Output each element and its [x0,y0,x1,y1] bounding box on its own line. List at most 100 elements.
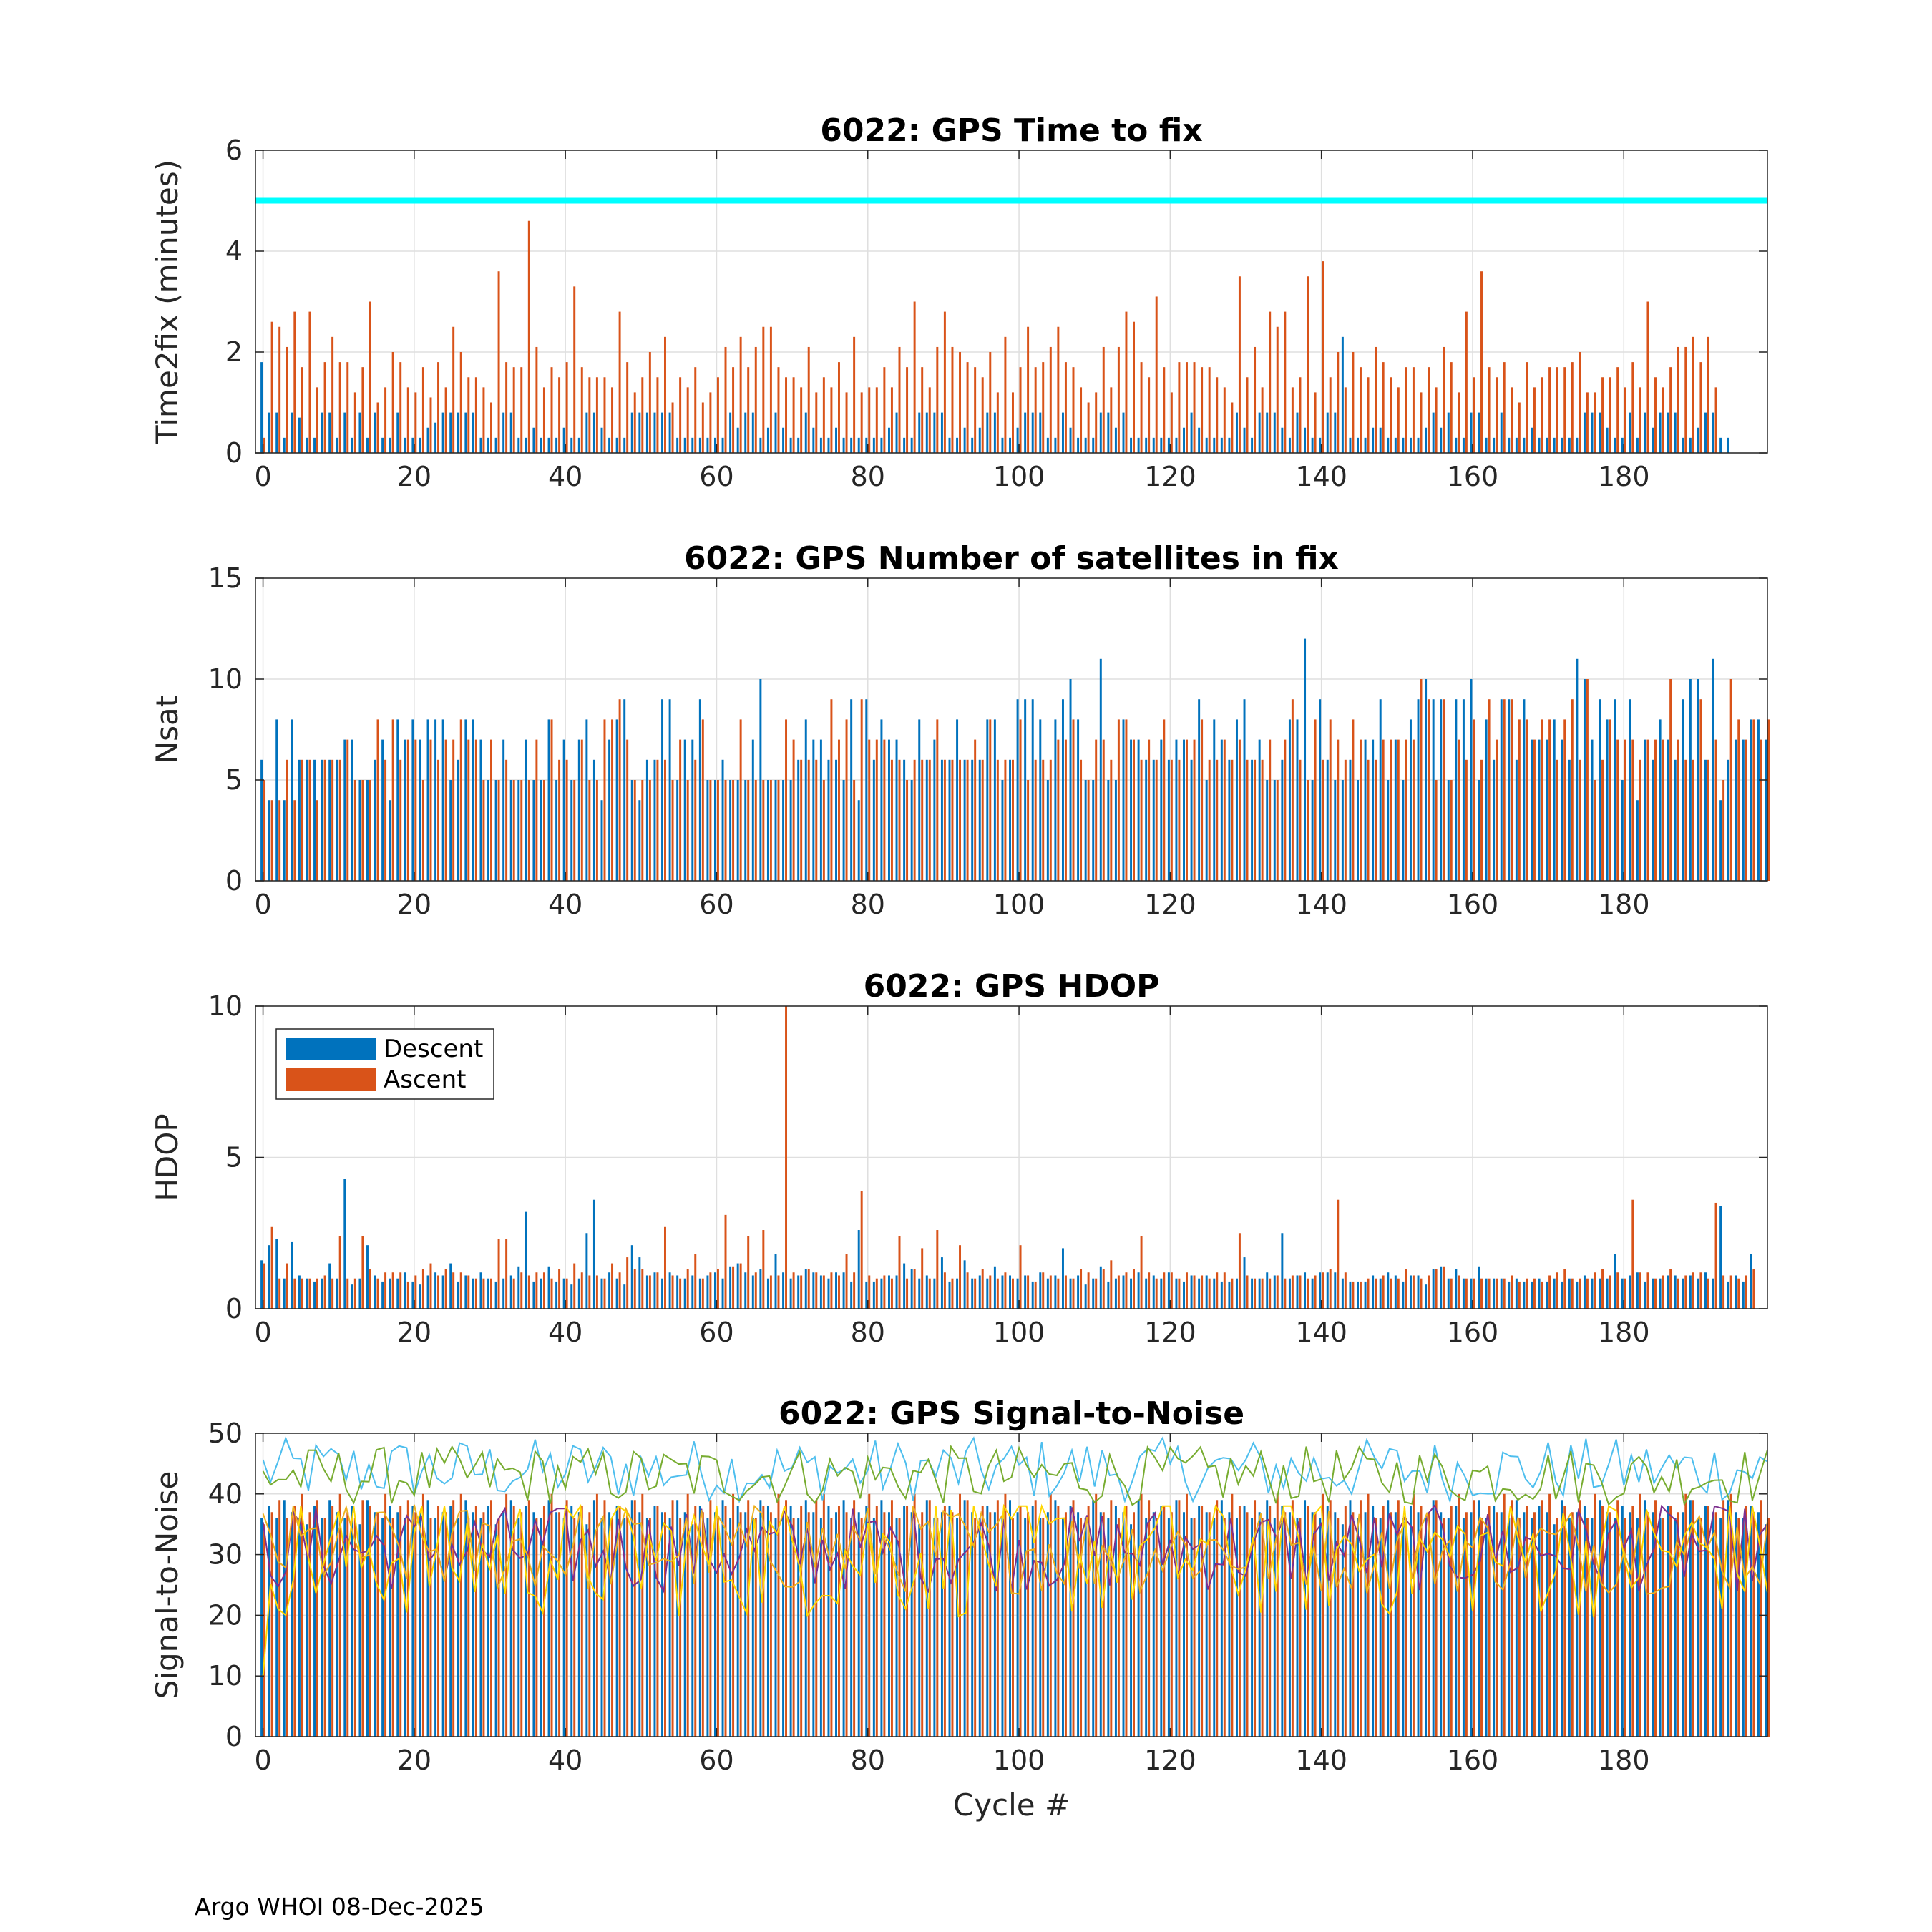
bar-descent [336,437,338,453]
bar-ascent [1254,346,1257,453]
bar-ascent [974,1518,977,1737]
bar-descent [638,800,641,881]
bar-descent [1243,1506,1246,1737]
bar-descent [1114,1506,1117,1737]
bar-ascent [331,1278,334,1309]
bar-descent [872,437,875,453]
bar-descent [1538,437,1541,453]
bar-ascent [1208,759,1211,881]
bar-descent [993,1266,996,1309]
bar-descent [1447,1518,1450,1737]
bar-ascent [928,759,931,881]
bar-ascent [951,1512,954,1737]
bar-ascent [716,1518,719,1737]
bar-descent [736,1506,739,1737]
bar-descent [1515,1278,1518,1309]
bar-ascent [1473,377,1475,453]
bar-ascent [1034,1500,1037,1737]
bar-ascent [769,1275,772,1309]
bar-descent [1659,719,1662,881]
bar-ascent [353,392,356,453]
bar-descent [1523,437,1526,453]
bar-ascent [1155,759,1158,881]
bar-ascent [694,367,697,453]
bar-descent [698,699,701,881]
bar-descent [812,739,815,881]
bar-ascent [527,220,530,453]
bar-descent [1387,780,1390,881]
bar-descent [1349,1281,1352,1309]
bar-descent [1235,1518,1238,1737]
bar-ascent [588,1512,591,1737]
bar-ascent [724,1214,727,1309]
bar-ascent [474,1506,477,1737]
bar-ascent [1571,1512,1574,1737]
bar-descent [291,412,293,453]
bar-descent [1281,1233,1284,1309]
bar-descent [1137,437,1140,453]
bar-ascent [1291,1500,1294,1737]
bar-ascent [1609,1512,1611,1737]
bar-descent [268,412,270,453]
bar-descent [1629,699,1631,881]
bar-descent [1727,1281,1729,1309]
bar-ascent [1714,1202,1717,1309]
bar-descent [1636,1272,1639,1309]
snr-line-sat-4 [262,1504,1768,1595]
bar-ascent [1435,387,1438,453]
bar-descent [1009,759,1011,881]
bar-ascent [1646,301,1649,453]
bar-descent [963,759,966,881]
bar-descent [615,1278,618,1309]
bar-descent [1576,1512,1579,1737]
bar-descent [547,1266,550,1309]
bar-descent [1372,1506,1375,1737]
bar-ascent [1117,1518,1120,1737]
bar-descent [517,1266,520,1309]
bar-ascent [936,346,939,453]
bar-descent [1228,1512,1231,1737]
bar-ascent [550,1493,553,1737]
bar-ascent [444,387,447,453]
bar-descent [1122,412,1125,453]
bar-descent [1674,759,1677,881]
bar-descent [1667,739,1669,881]
bar-ascent [1692,336,1694,453]
bar-descent [903,759,906,881]
bar-descent [472,1512,474,1737]
bar-descent [1409,719,1412,881]
bar-descent [275,719,278,881]
bar-ascent [293,1278,296,1309]
bar-ascent [656,759,659,881]
bar-ascent [474,739,477,881]
bar-ascent [868,1275,871,1309]
bar-descent [1599,1500,1601,1737]
bar-descent [1183,1512,1185,1737]
bar-descent [268,800,270,881]
bar-ascent [1677,739,1679,881]
bar-ascent [437,1275,440,1309]
bar-ascent [1428,367,1430,453]
y-tick-label: 40 [208,1478,243,1510]
bar-descent [661,412,664,453]
bar-descent [1697,679,1699,881]
bar-descent [903,437,906,453]
bar-ascent [1390,1512,1392,1737]
bar-descent [865,437,868,453]
bar-descent [1175,739,1178,881]
bar-ascent [807,346,810,453]
bar-descent [1084,780,1087,881]
bar-descent [1689,679,1692,881]
bar-descent [1054,437,1057,453]
bar-ascent [785,377,788,453]
bar-descent [774,412,777,453]
bar-ascent [792,1518,795,1737]
bar-ascent [1662,739,1664,881]
bar-ascent [376,1278,379,1309]
bar-ascent [520,1272,523,1309]
bar-descent [1485,719,1488,881]
bar-descent [570,780,573,881]
bar-ascent [1170,759,1173,881]
bar-descent [1470,679,1473,881]
x-tick-label: 100 [993,461,1045,492]
